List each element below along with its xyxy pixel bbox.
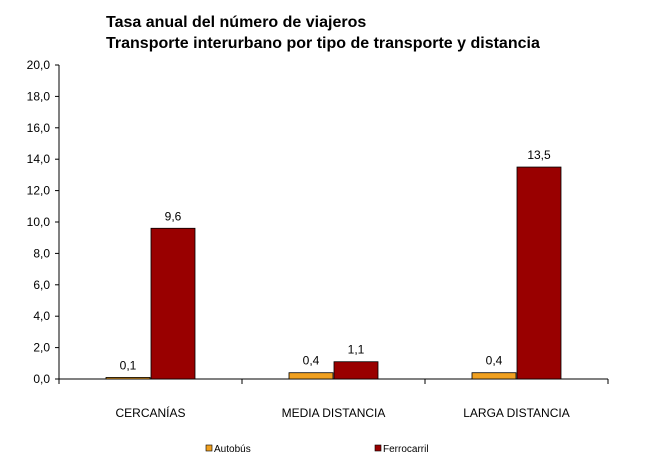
legend-swatch xyxy=(205,444,213,452)
data-label: 0,4 xyxy=(486,354,503,368)
x-category-label: MEDIA DISTANCIA xyxy=(282,406,386,420)
legend-swatch xyxy=(374,444,382,452)
y-tick-label: 4,0 xyxy=(33,309,50,323)
data-label: 9,6 xyxy=(165,209,182,223)
y-tick-label: 12,0 xyxy=(27,184,51,198)
legend-label: Ferrocarril xyxy=(383,444,429,455)
bars xyxy=(105,166,562,380)
chart-title: Tasa anual del número de viajeros xyxy=(106,14,366,31)
y-tick-label: 14,0 xyxy=(27,152,51,166)
y-tick-label: 16,0 xyxy=(27,121,51,135)
legend-label: Autobús xyxy=(214,444,251,455)
bar xyxy=(471,372,517,380)
bar xyxy=(333,361,379,380)
y-tick-label: 2,0 xyxy=(33,341,50,355)
y-tick-label: 8,0 xyxy=(33,246,50,260)
bar xyxy=(288,372,334,380)
bar xyxy=(516,166,562,380)
bar xyxy=(150,227,196,380)
x-category-label: LARGA DISTANCIA xyxy=(463,406,569,420)
chart-subtitle: Transporte interurbano por tipo de trans… xyxy=(106,35,540,52)
legend: Autobús Ferrocarril xyxy=(205,444,429,455)
y-tick-label: 6,0 xyxy=(33,278,50,292)
data-labels: 0,1 0,4 0,4 9,6 1,1 13,5 xyxy=(120,148,551,372)
data-label: 0,1 xyxy=(120,358,137,372)
bar xyxy=(105,377,151,380)
data-label: 1,1 xyxy=(348,343,365,357)
axes: 0,0 2,0 4,0 6,0 8,0 10,0 12,0 14,0 16,0 18,0 20,0 C… xyxy=(27,58,609,420)
data-label: 13,5 xyxy=(527,148,551,162)
y-tick-label: 0,0 xyxy=(33,372,50,386)
x-category-label: CERCANÍAS xyxy=(115,405,185,420)
y-tick-label: 20,0 xyxy=(27,58,51,72)
data-label: 0,4 xyxy=(303,354,320,368)
y-tick-label: 18,0 xyxy=(27,89,51,103)
y-tick-label: 10,0 xyxy=(27,215,51,229)
